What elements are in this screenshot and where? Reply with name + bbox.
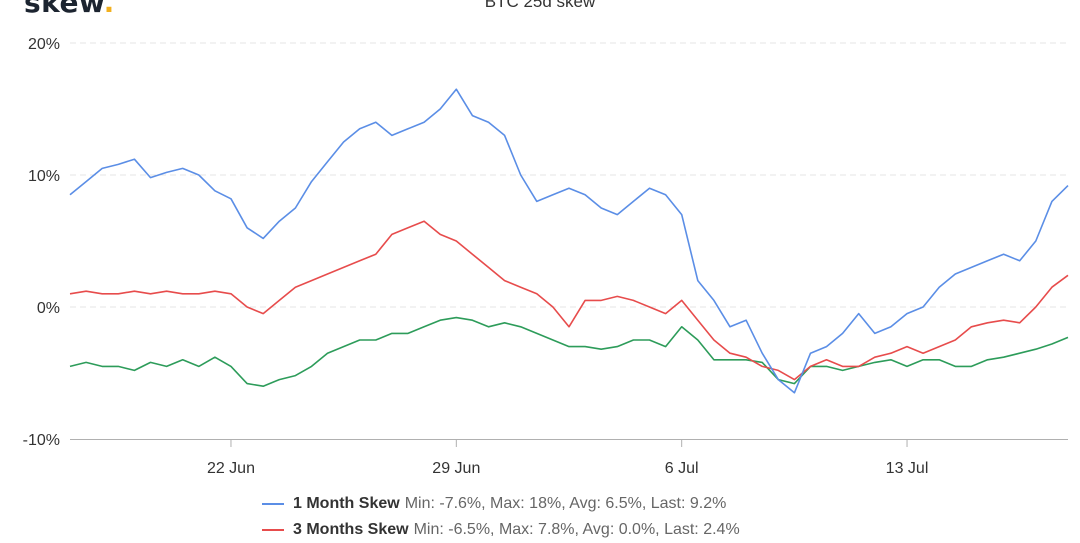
legend-item[interactable]: 1 Month Skew Min: -7.6%, Max: 18%, Avg: 6… bbox=[262, 491, 740, 517]
brand-logo: skew. bbox=[24, 0, 115, 19]
y-tick-label: -10% bbox=[23, 432, 60, 449]
x-tick-label: 29 Jun bbox=[432, 460, 480, 477]
legend-swatch bbox=[262, 529, 284, 531]
legend-item[interactable]: 3 Months Skew Min: -6.5%, Max: 7.8%, Avg:… bbox=[262, 517, 740, 543]
series-line-0 bbox=[69, 88, 1069, 394]
legend-series-stats: Min: -6.5%, Max: 7.8%, Avg: 0.0%, Last: … bbox=[413, 521, 740, 538]
chart-title: BTC 25d skew bbox=[484, 0, 596, 11]
legend-series-name: 1 Month Skew bbox=[293, 495, 400, 512]
legend-swatch bbox=[262, 503, 284, 505]
x-tick-label: 6 Jul bbox=[665, 460, 699, 477]
series-line-2 bbox=[69, 316, 1069, 388]
x-tick-label: 22 Jun bbox=[207, 460, 255, 477]
tick-labels: 20% 10% 0% -10% 22 Jun 29 Jun 6 Jul 13 Jul bbox=[23, 36, 929, 477]
series-line-1 bbox=[69, 220, 1069, 381]
axes bbox=[70, 439, 1068, 447]
gridlines bbox=[70, 42, 1068, 308]
y-tick-label: 0% bbox=[37, 300, 60, 317]
series-lines bbox=[69, 88, 1069, 394]
legend-series-stats: Min: -7.6%, Max: 18%, Avg: 6.5%, Last: 9… bbox=[404, 495, 727, 512]
x-tick-label: 13 Jul bbox=[886, 460, 929, 477]
brand-logo-dot: . bbox=[103, 0, 115, 19]
y-tick-label: 10% bbox=[28, 168, 60, 185]
brand-logo-text: skew bbox=[24, 0, 104, 19]
legend-series-name: 3 Months Skew bbox=[293, 521, 409, 538]
y-tick-label: 20% bbox=[28, 36, 60, 53]
legend: 1 Month Skew Min: -7.6%, Max: 18%, Avg: 6… bbox=[262, 491, 740, 543]
